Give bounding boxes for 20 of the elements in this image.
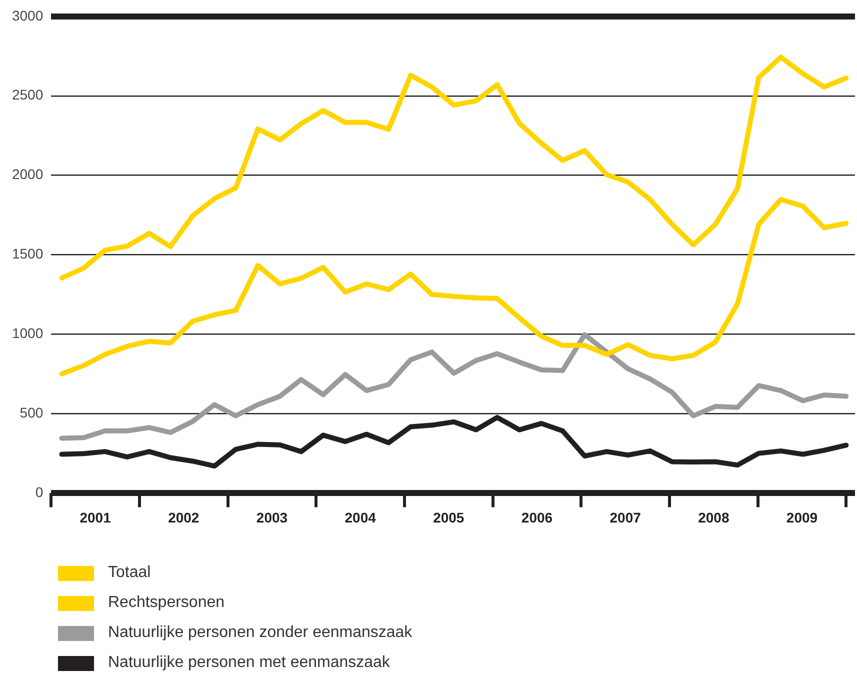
- x-tick-label: 2004: [344, 509, 376, 526]
- x-tick-label: 2006: [521, 509, 553, 526]
- legend-label: Natuurlijke personen zonder eenmanszaak: [108, 624, 412, 642]
- x-tick-label: 2005: [433, 509, 464, 526]
- y-tick-label: 1000: [12, 325, 44, 342]
- x-tick-label: 2001: [80, 509, 112, 526]
- legend-label: Rechtspersonen: [108, 594, 225, 612]
- legend-label: Natuurlijke personen met eenmanszaak: [108, 654, 390, 672]
- y-tick-label: 1500: [12, 246, 44, 262]
- y-tick-label: 500: [20, 404, 44, 421]
- y-tick-label: 3000: [12, 7, 44, 24]
- y-tick-label: 2500: [12, 86, 44, 103]
- x-tick-label: 2008: [698, 509, 730, 526]
- legend-label: Totaal: [108, 564, 151, 582]
- x-tick-label: 2007: [610, 509, 642, 526]
- y-tick-label: 0: [35, 484, 44, 500]
- x-tick-label: 2002: [168, 509, 200, 526]
- x-tick-label: 2009: [786, 509, 818, 526]
- y-tick-label: 2000: [12, 166, 44, 182]
- x-tick-label: 2003: [256, 509, 288, 526]
